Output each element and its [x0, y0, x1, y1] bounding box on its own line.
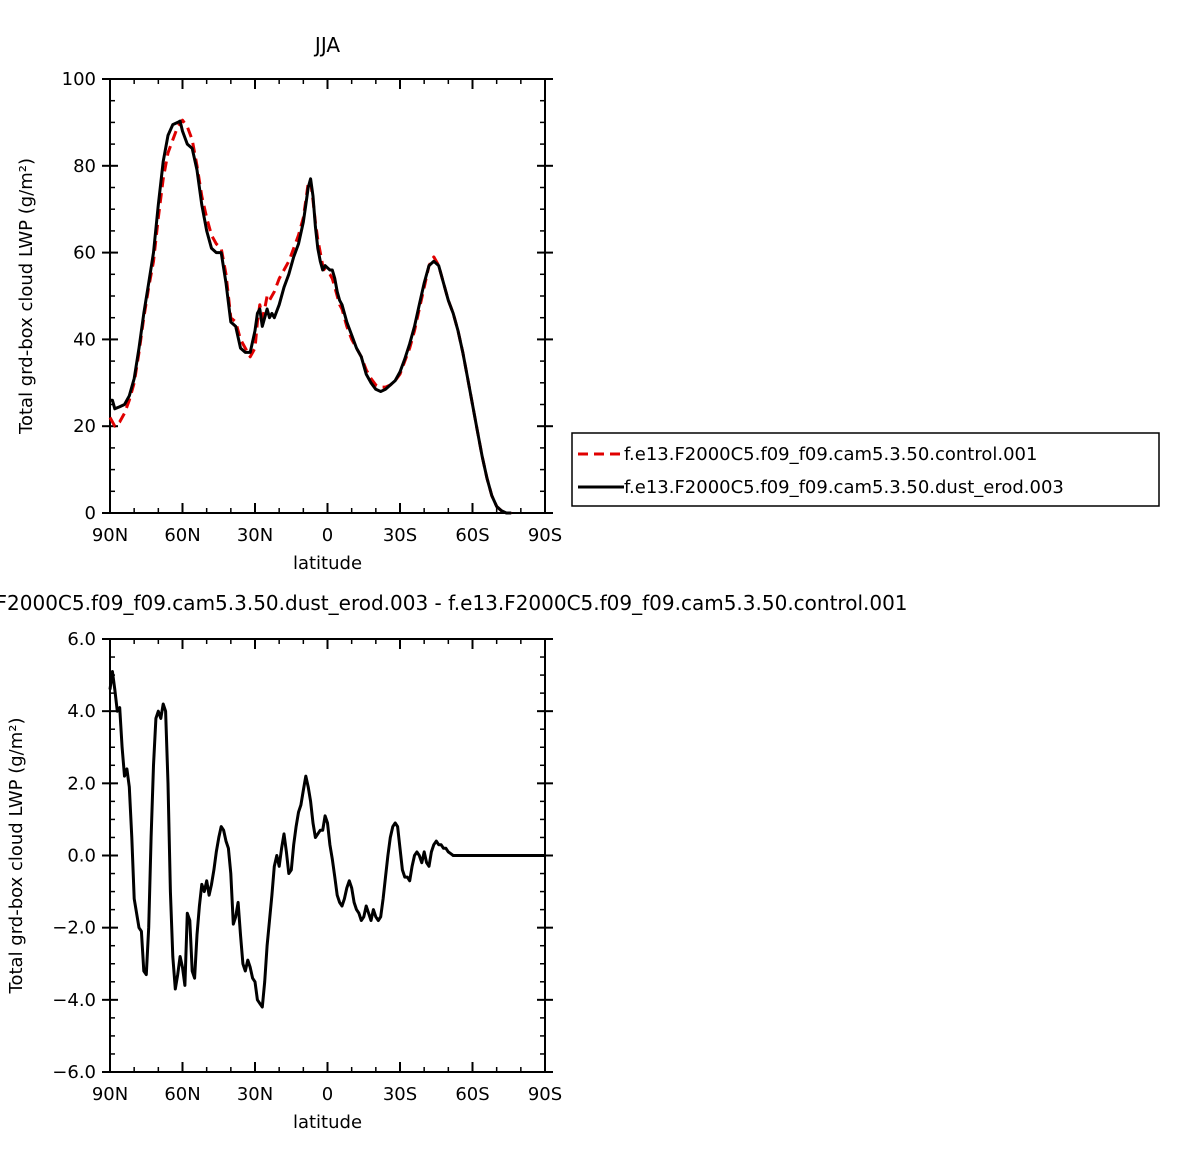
- x-tick-label: 30S: [383, 1084, 417, 1105]
- x-tick-label: 60S: [455, 525, 489, 546]
- y-tick-label: 2.0: [67, 773, 96, 794]
- y-axis-label: Total grd-box cloud LWP (g/m²): [6, 718, 27, 995]
- legend: f.e13.F2000C5.f09_f09.cam5.3.50.control.…: [571, 432, 1160, 507]
- x-tick-label: 90N: [92, 525, 128, 546]
- x-axis-label: latitude: [293, 553, 362, 574]
- y-tick-label: 60: [73, 243, 96, 264]
- x-tick-label: 30N: [237, 1084, 273, 1105]
- x-tick-label: 30N: [237, 525, 273, 546]
- series-line-1: [110, 119, 512, 515]
- x-axis-label: latitude: [293, 1112, 362, 1133]
- y-tick-label: −2.0: [52, 918, 96, 939]
- legend-label-0: f.e13.F2000C5.f09_f09.cam5.3.50.control.…: [624, 444, 1037, 465]
- y-axis-label: Total grd-box cloud LWP (g/m²): [16, 158, 37, 435]
- y-tick-label: 0.0: [67, 846, 96, 867]
- x-tick-label: 60N: [164, 525, 200, 546]
- y-tick-label: 80: [73, 156, 96, 177]
- top-panel: JJA 90N 60N 30N 0 30S 60S 90S 0 20 40 60 80 100 latitu…: [16, 33, 562, 574]
- x-tick-label: 60N: [164, 1084, 200, 1105]
- y-tick-label: 40: [73, 329, 96, 350]
- y-tick-label: 20: [73, 416, 96, 437]
- y-tick-label: 6.0: [67, 629, 96, 650]
- plot-title: JJA: [313, 33, 340, 57]
- x-tick-label: 0: [322, 525, 333, 546]
- x-tick-label: 0: [322, 1084, 333, 1105]
- bottom-panel: f.e13.F2000C5.f09_f09.cam5.3.50.dust_ero…: [0, 591, 908, 1133]
- legend-box: [571, 432, 1160, 507]
- y-tick-label: 0: [85, 503, 96, 524]
- x-tick-label: 30S: [383, 525, 417, 546]
- x-tick-label: 90S: [528, 1084, 562, 1105]
- x-tick-label: 90N: [92, 1084, 128, 1105]
- legend-label-1: f.e13.F2000C5.f09_f09.cam5.3.50.dust_ero…: [624, 477, 1064, 498]
- y-tick-label: 4.0: [67, 701, 96, 722]
- y-tick-label: −4.0: [52, 990, 96, 1011]
- series-line-0: [108, 670, 545, 1009]
- y-tick-label: 100: [62, 69, 96, 90]
- y-tick-label: −6.0: [52, 1062, 96, 1083]
- plot-title: f.e13.F2000C5.f09_f09.cam5.3.50.dust_ero…: [0, 591, 908, 615]
- x-tick-label: 60S: [455, 1084, 489, 1105]
- x-tick-label: 90S: [528, 525, 562, 546]
